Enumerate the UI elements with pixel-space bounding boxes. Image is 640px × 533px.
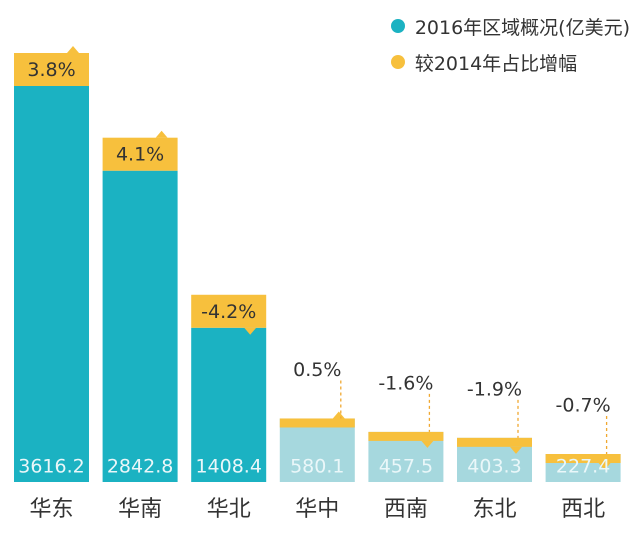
bar-3 — [191, 327, 267, 482]
bar-value-label-4: 580.1 — [290, 456, 344, 478]
category-label-1: 华东 — [29, 497, 73, 522]
increase-cap-6 — [457, 437, 532, 447]
percent-label-4: 0.5% — [293, 359, 341, 381]
increase-cap-3 — [191, 294, 267, 328]
legend-dot-increase-icon — [390, 55, 405, 69]
percent-label-5: -1.6% — [378, 372, 433, 394]
change-marker-4 — [332, 411, 345, 419]
increase-cap-4 — [279, 418, 355, 428]
change-marker-7 — [598, 463, 611, 470]
category-label-3: 华北 — [207, 497, 251, 522]
bars-layer: 3616.2 3.8% 华东 2842.8 4.1% 华南 1408.4 -4.2% 华北 580… — [14, 46, 621, 522]
increase-cap-2 — [102, 137, 178, 171]
increase-cap-5 — [368, 431, 444, 441]
percent-label-1: 3.8% — [27, 59, 75, 81]
percent-label-7: -0.7% — [556, 395, 611, 417]
percent-label-2: 4.1% — [116, 144, 164, 166]
increase-cap-1 — [14, 53, 89, 86]
bar-value-label-7: 227.4 — [556, 456, 610, 478]
category-label-6: 东北 — [472, 497, 516, 522]
bar-1 — [14, 86, 89, 482]
increase-cap-7 — [545, 454, 621, 463]
bar-value-label-1: 3616.2 — [18, 456, 84, 478]
legend-item-increase: 较2014年占比增幅 — [390, 44, 630, 80]
bar-value-label-6: 403.3 — [467, 456, 521, 478]
change-marker-5 — [421, 440, 434, 448]
bar-value-label-5: 457.5 — [379, 456, 433, 478]
bar-2 — [102, 170, 178, 483]
category-label-7: 西北 — [561, 497, 605, 522]
legend-dot-regional-icon — [390, 19, 405, 33]
change-marker-6 — [510, 446, 522, 454]
category-label-5: 西南 — [384, 497, 428, 522]
legend-item-regional: 2016年区域概况(亿美元) — [390, 8, 630, 44]
bar-value-label-3: 1408.4 — [195, 456, 261, 478]
change-marker-2 — [155, 130, 168, 138]
legend: 2016年区域概况(亿美元) 较2014年占比增幅 — [390, 8, 630, 80]
percent-label-3: -4.2% — [201, 301, 256, 323]
change-marker-1 — [67, 46, 79, 53]
legend-label-regional: 2016年区域概况(亿美元) — [414, 16, 630, 39]
category-label-4: 华中 — [295, 497, 339, 522]
percent-label-6: -1.9% — [467, 378, 522, 400]
legend-label-increase: 较2014年占比增幅 — [414, 52, 578, 75]
bar-value-label-2: 2842.8 — [107, 456, 173, 478]
bar-4 — [279, 418, 355, 482]
change-marker-3 — [244, 327, 257, 335]
category-label-2: 华南 — [118, 497, 162, 522]
